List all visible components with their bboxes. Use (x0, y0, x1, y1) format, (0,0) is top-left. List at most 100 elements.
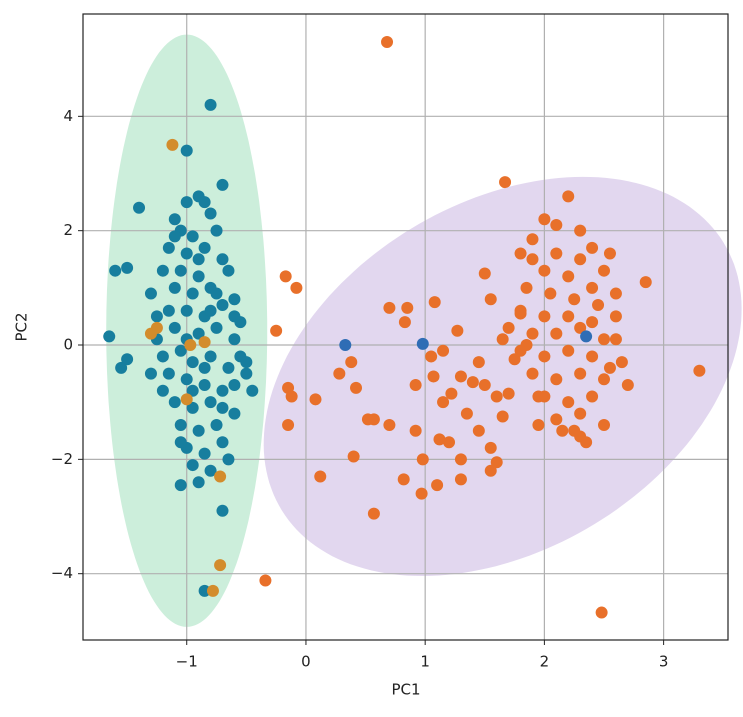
point (428, 296, 441, 309)
point (186, 384, 199, 397)
point (222, 264, 235, 277)
point (550, 327, 563, 340)
point (198, 447, 211, 460)
point (550, 373, 563, 386)
point (162, 367, 175, 380)
point (192, 476, 205, 489)
point (574, 367, 587, 380)
point (216, 253, 229, 266)
point (532, 419, 545, 432)
point (472, 424, 485, 437)
x-tick-label: 0 (301, 653, 311, 671)
point (216, 436, 229, 449)
point (526, 233, 539, 246)
point (538, 390, 551, 403)
point (443, 436, 456, 449)
point (550, 247, 563, 260)
point (514, 304, 527, 317)
point (240, 367, 253, 380)
x-tick-label: 1 (420, 653, 430, 671)
point (184, 339, 197, 352)
point (228, 333, 241, 346)
point (562, 310, 575, 323)
point (598, 419, 611, 432)
point (174, 419, 187, 432)
point (228, 310, 241, 323)
point (210, 287, 223, 300)
point (538, 310, 551, 323)
point (156, 384, 169, 397)
point (206, 584, 219, 597)
point (180, 373, 193, 386)
y-axis-label: PC2 (13, 312, 31, 341)
point (454, 370, 467, 383)
point (514, 344, 527, 357)
point (431, 479, 444, 492)
point (210, 419, 223, 432)
point (484, 441, 497, 454)
point (398, 316, 411, 329)
point (156, 264, 169, 277)
point (383, 419, 396, 432)
point (162, 241, 175, 254)
point (544, 287, 557, 300)
point (562, 190, 575, 203)
point (586, 241, 599, 254)
point (526, 367, 539, 380)
point (562, 396, 575, 409)
point (198, 584, 211, 597)
point (568, 293, 581, 306)
point (314, 470, 327, 483)
point (204, 207, 217, 220)
point (214, 470, 227, 483)
point (121, 261, 134, 274)
point (499, 176, 512, 189)
point (574, 407, 587, 420)
point (216, 384, 229, 397)
point (180, 304, 193, 317)
point (214, 559, 227, 572)
point (210, 224, 223, 237)
point (198, 379, 211, 392)
point (168, 230, 181, 243)
point (192, 327, 205, 340)
point (425, 350, 438, 363)
point (168, 281, 181, 294)
point (333, 367, 346, 380)
point (586, 281, 599, 294)
point (508, 353, 521, 366)
point (427, 370, 440, 383)
point (586, 350, 599, 363)
point (454, 473, 467, 486)
point (186, 459, 199, 472)
point (401, 301, 414, 314)
point (222, 361, 235, 374)
point (186, 401, 199, 414)
point (574, 253, 587, 266)
point (204, 396, 217, 409)
point (270, 324, 283, 337)
point (168, 321, 181, 334)
point (216, 178, 229, 191)
point (526, 253, 539, 266)
point (621, 379, 634, 392)
point (586, 316, 599, 329)
point (490, 390, 503, 403)
point (144, 287, 157, 300)
point (222, 453, 235, 466)
point (639, 276, 652, 289)
point (595, 606, 608, 619)
point (496, 410, 509, 423)
point (603, 247, 616, 260)
point (574, 224, 587, 237)
x-tick-label: 3 (659, 653, 669, 671)
point (484, 464, 497, 477)
point (186, 230, 199, 243)
point (526, 327, 539, 340)
point (609, 287, 622, 300)
y-tick-label: −2 (51, 450, 73, 468)
point (574, 321, 587, 334)
y-tick-label: 4 (63, 107, 73, 125)
point (192, 253, 205, 266)
point (478, 267, 491, 280)
